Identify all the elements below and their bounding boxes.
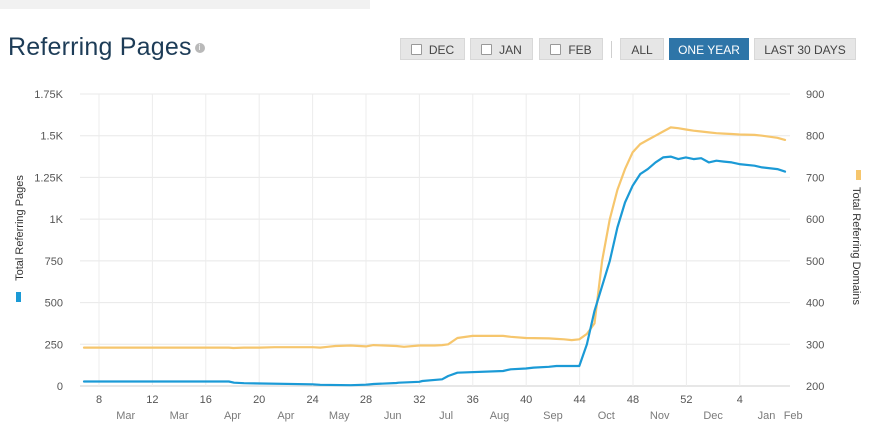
x-month-label: Jan <box>758 410 776 422</box>
y-right-tick-label: 300 <box>806 339 824 351</box>
y-left-tick-label: 250 <box>45 339 63 351</box>
y-right-tick-label: 500 <box>806 256 824 268</box>
x-week-tick-label: 8 <box>96 394 102 406</box>
y-right-tick-label: 800 <box>806 131 824 143</box>
range-button-last-30-days[interactable]: LAST 30 DAYS <box>754 38 856 60</box>
x-month-label: May <box>329 410 350 422</box>
x-month-label: Oct <box>598 410 615 422</box>
x-month-label: Aug <box>490 410 510 422</box>
x-month-label: Apr <box>224 410 241 422</box>
x-week-tick-label: 40 <box>520 394 532 406</box>
y-right-axis-title: Total Referring Domains <box>850 187 862 305</box>
button-separator <box>611 41 612 58</box>
x-week-tick-label: 24 <box>306 394 318 406</box>
x-month-label: Sep <box>543 410 563 422</box>
x-week-tick-label: 16 <box>200 394 212 406</box>
x-week-tick-label: 48 <box>627 394 639 406</box>
x-week-tick-label: 36 <box>467 394 479 406</box>
range-button-jan[interactable]: JAN <box>470 38 533 60</box>
range-button-all[interactable]: ALL <box>620 38 664 60</box>
y-left-tick-label: 0 <box>57 381 63 393</box>
series-line-referring-domains <box>82 126 787 350</box>
range-button-feb[interactable]: FEB <box>539 38 603 60</box>
info-icon[interactable]: i <box>194 43 205 54</box>
y-left-tick-label: 1.75K <box>34 89 63 101</box>
page-title: Referring Pages i <box>8 33 205 62</box>
y-right-tick-label: 400 <box>806 298 824 310</box>
x-week-tick-label: 52 <box>680 394 692 406</box>
y-left-tick-label: 1.5K <box>40 131 63 143</box>
x-week-tick-label: 4 <box>737 394 743 406</box>
x-month-label: Jun <box>384 410 402 422</box>
y-right-tick-label: 700 <box>806 172 824 184</box>
y-left-tick-label: 1K <box>50 214 64 226</box>
y-left-tick-label: 1.25K <box>34 172 63 184</box>
x-month-label: Mar <box>116 410 135 422</box>
x-month-label: Dec <box>703 410 723 422</box>
y-left-legend-swatch <box>16 292 21 302</box>
x-week-tick-label: 28 <box>360 394 372 406</box>
x-week-tick-label: 44 <box>573 394 585 406</box>
x-month-label: Jul <box>439 410 453 422</box>
y-right-tick-label: 600 <box>806 214 824 226</box>
series-line-referring-pages <box>82 155 787 387</box>
x-month-label: Nov <box>650 410 670 422</box>
checkbox-dec[interactable] <box>410 44 422 55</box>
x-week-tick-label: 12 <box>146 394 158 406</box>
x-week-tick-label: 20 <box>253 394 265 406</box>
checkbox-jan[interactable] <box>481 44 493 55</box>
checkbox-feb[interactable] <box>550 44 562 55</box>
top-strip <box>0 0 370 9</box>
x-month-label: Mar <box>170 410 189 422</box>
range-button-dec[interactable]: DEC <box>400 38 465 60</box>
x-month-label: Feb <box>784 410 803 422</box>
y-left-tick-label: 750 <box>45 256 63 268</box>
range-button-one-year[interactable]: ONE YEAR <box>669 38 749 60</box>
y-right-legend-swatch <box>856 170 861 180</box>
y-left-axis-title: Total Referring Pages <box>14 175 26 281</box>
y-right-tick-label: 200 <box>806 381 824 393</box>
y-left-tick-label: 500 <box>45 298 63 310</box>
y-right-tick-label: 900 <box>806 89 824 101</box>
x-month-label: Apr <box>277 410 294 422</box>
x-week-tick-label: 32 <box>413 394 425 406</box>
